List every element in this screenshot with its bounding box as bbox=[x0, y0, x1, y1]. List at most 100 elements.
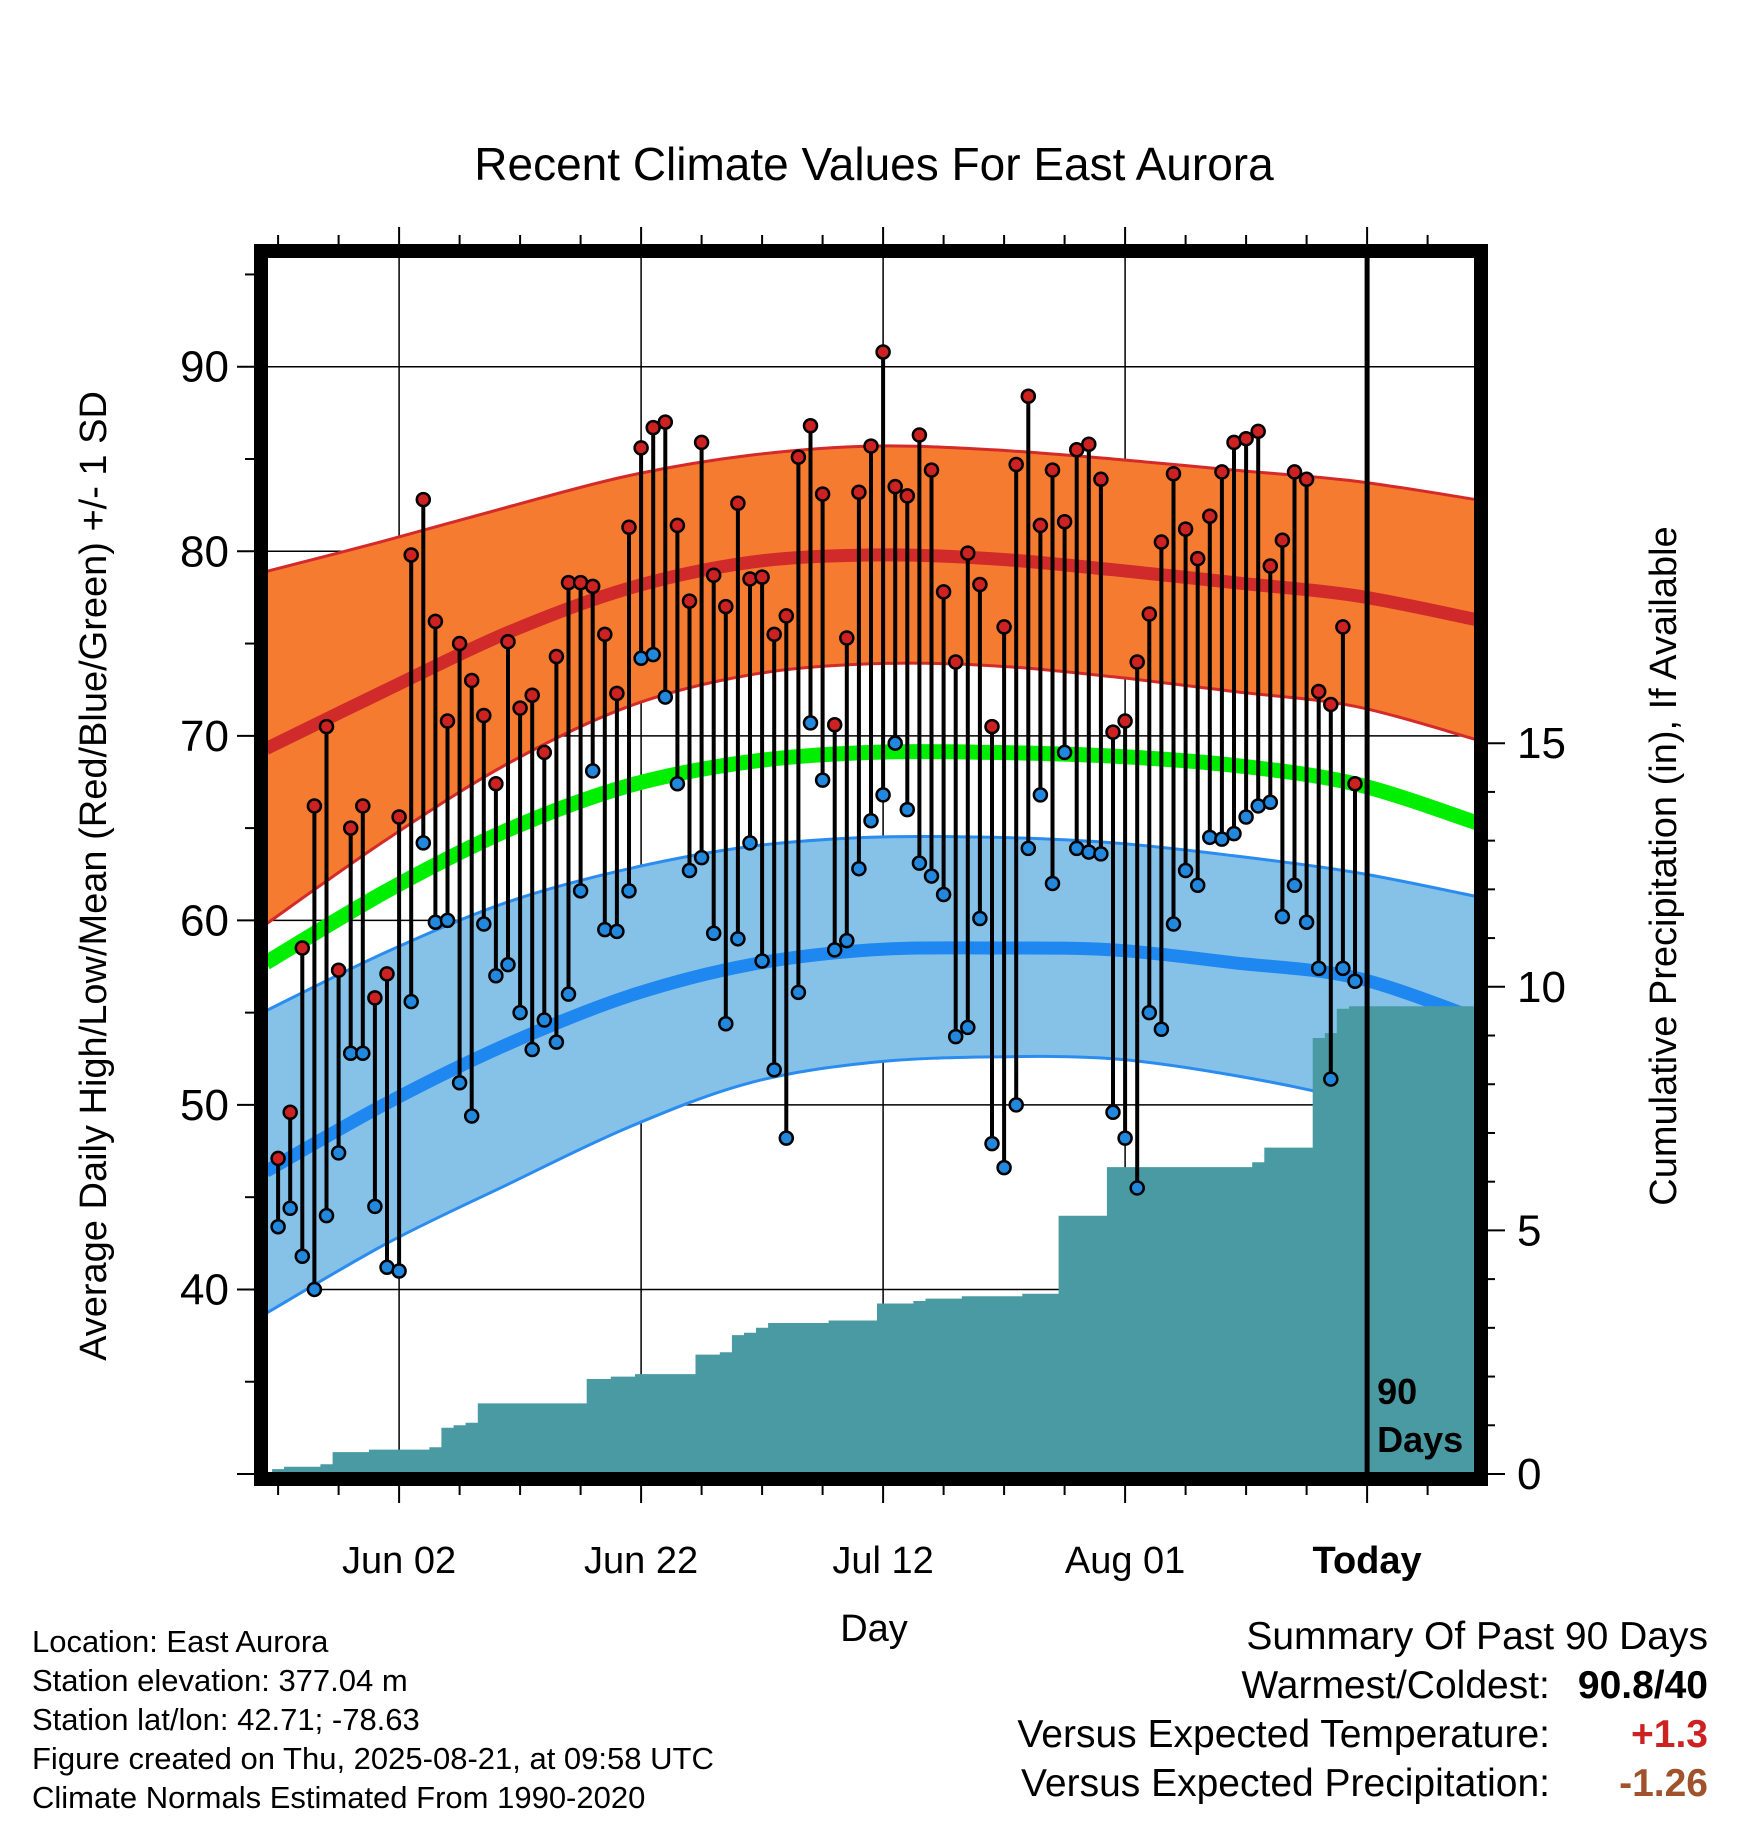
high-point bbox=[548, 648, 565, 665]
low-point bbox=[500, 956, 516, 973]
high-point bbox=[1020, 388, 1037, 405]
low-point bbox=[1093, 846, 1109, 862]
high-point bbox=[1238, 430, 1254, 447]
low-point bbox=[1141, 1004, 1158, 1021]
low-point bbox=[693, 849, 710, 866]
x-tick-label: Jun 02 bbox=[342, 1540, 456, 1582]
high-point bbox=[705, 567, 722, 584]
high-point bbox=[826, 716, 843, 733]
low-point bbox=[657, 689, 674, 705]
low-point bbox=[415, 835, 432, 851]
low-point bbox=[548, 1034, 565, 1050]
low-point bbox=[270, 1218, 286, 1235]
y-tick-label: 80 bbox=[180, 527, 229, 576]
x-tick-label: Aug 01 bbox=[1065, 1540, 1185, 1582]
low-point bbox=[1274, 908, 1291, 925]
low-point bbox=[463, 1108, 480, 1124]
low-point bbox=[911, 855, 928, 871]
low-point bbox=[597, 921, 613, 938]
y-tick-label: 70 bbox=[180, 712, 229, 761]
high-point bbox=[839, 630, 855, 646]
y2-tick-label: 5 bbox=[1517, 1206, 1541, 1255]
high-point bbox=[657, 414, 674, 430]
precipitation-area bbox=[272, 1006, 1476, 1474]
x-tick-label: Today bbox=[1313, 1540, 1422, 1582]
high-point bbox=[1008, 456, 1024, 473]
low-point bbox=[367, 1198, 383, 1215]
summary-warm-cold-row: Warmest/Coldest: 90.8/40 bbox=[1017, 1661, 1708, 1710]
high-point bbox=[415, 491, 432, 508]
high-point bbox=[621, 519, 637, 536]
low-point bbox=[621, 883, 637, 899]
low-point bbox=[1165, 916, 1182, 932]
high-point bbox=[1044, 462, 1061, 478]
low-point bbox=[802, 715, 819, 731]
high-point bbox=[693, 434, 710, 451]
high-point bbox=[597, 626, 613, 643]
low-point bbox=[1335, 960, 1351, 977]
low-point bbox=[1189, 877, 1206, 894]
normals-text: Climate Normals Estimated From 1990-2020 bbox=[32, 1780, 646, 1815]
low-point bbox=[730, 931, 746, 947]
low-point bbox=[718, 1015, 734, 1032]
low-point bbox=[923, 868, 940, 884]
high-point bbox=[851, 484, 867, 500]
high-point bbox=[1117, 713, 1133, 729]
low-point bbox=[306, 1281, 323, 1298]
high-point bbox=[766, 626, 782, 643]
plot-frame bbox=[254, 244, 1488, 1486]
low-point bbox=[584, 763, 601, 779]
high-point bbox=[1335, 619, 1351, 635]
high-point bbox=[1310, 683, 1327, 700]
high-point bbox=[778, 608, 795, 624]
high-point bbox=[1286, 464, 1303, 480]
high-point bbox=[427, 613, 444, 630]
low-point bbox=[778, 1130, 795, 1146]
x-tick-label: Jul 12 bbox=[832, 1540, 933, 1582]
plot-area: 90 Days 40 50 60 70 80 90 0 5 10 15 Jun 02 Jun 22 Jul … bbox=[180, 227, 1566, 1582]
low-point bbox=[742, 835, 758, 851]
low-point bbox=[294, 1248, 311, 1264]
low-point bbox=[972, 910, 988, 927]
high-point bbox=[367, 990, 383, 1006]
high-point bbox=[524, 687, 540, 703]
low-point bbox=[790, 984, 807, 1001]
high-point bbox=[730, 495, 746, 512]
low-point bbox=[1202, 829, 1218, 846]
low-point bbox=[826, 942, 843, 958]
high-point bbox=[863, 438, 879, 454]
high-point bbox=[984, 718, 1000, 735]
high-point bbox=[318, 718, 335, 735]
low-point bbox=[1214, 831, 1230, 847]
low-point bbox=[1153, 1021, 1170, 1037]
low-point bbox=[1117, 1130, 1133, 1146]
x-tick-label: Jun 22 bbox=[584, 1540, 698, 1582]
high-point bbox=[1177, 521, 1194, 537]
high-point bbox=[1250, 423, 1266, 440]
high-point bbox=[947, 654, 964, 670]
low-point bbox=[851, 860, 867, 877]
high-point bbox=[1093, 471, 1109, 488]
high-point bbox=[488, 776, 504, 792]
high-point bbox=[584, 578, 601, 595]
high-point bbox=[1202, 508, 1218, 524]
location-text: Location: East Aurora bbox=[32, 1624, 329, 1659]
y2-tick-label: 0 bbox=[1517, 1450, 1541, 1499]
high-point bbox=[1129, 654, 1145, 670]
high-point bbox=[342, 820, 359, 836]
low-point bbox=[984, 1135, 1000, 1152]
high-point bbox=[875, 344, 891, 360]
high-point bbox=[887, 478, 903, 495]
high-point bbox=[451, 635, 468, 652]
high-point bbox=[1141, 606, 1158, 622]
low-point bbox=[1323, 1071, 1339, 1087]
y-tick-label: 60 bbox=[180, 896, 229, 945]
high-point bbox=[669, 517, 686, 534]
low-point bbox=[669, 776, 686, 792]
high-point bbox=[379, 966, 395, 982]
low-point bbox=[439, 912, 456, 929]
high-point bbox=[790, 449, 807, 465]
low-point bbox=[1008, 1097, 1024, 1113]
plot-inner: 90 Days bbox=[266, 256, 1476, 1474]
low-point bbox=[1129, 1180, 1145, 1196]
